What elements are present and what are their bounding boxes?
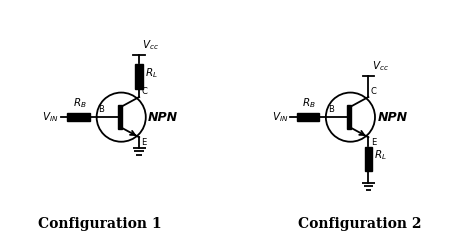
Text: $R_L$: $R_L$ bbox=[145, 66, 158, 80]
Text: E: E bbox=[142, 138, 147, 147]
Bar bbox=[118, 105, 122, 129]
Text: Configuration 2: Configuration 2 bbox=[298, 217, 422, 231]
Text: Configuration 1: Configuration 1 bbox=[38, 217, 162, 231]
Text: E: E bbox=[371, 138, 376, 147]
Text: $V_{cc}$: $V_{cc}$ bbox=[143, 38, 159, 52]
Text: NPN: NPN bbox=[377, 111, 408, 124]
Bar bbox=[136, 64, 143, 89]
Text: $V_{IN}$: $V_{IN}$ bbox=[272, 110, 288, 124]
Text: $V_{cc}$: $V_{cc}$ bbox=[372, 59, 389, 73]
Text: B: B bbox=[328, 105, 334, 114]
Bar bbox=[347, 105, 351, 129]
Text: $R_L$: $R_L$ bbox=[374, 148, 387, 162]
Text: $V_{IN}$: $V_{IN}$ bbox=[42, 110, 59, 124]
Bar bbox=[297, 113, 319, 121]
Text: $R_B$: $R_B$ bbox=[302, 96, 316, 109]
Text: C: C bbox=[142, 87, 147, 96]
Text: B: B bbox=[99, 105, 104, 114]
Bar bbox=[365, 147, 372, 171]
Text: $R_B$: $R_B$ bbox=[73, 96, 86, 109]
Text: NPN: NPN bbox=[148, 111, 178, 124]
Bar bbox=[67, 113, 90, 121]
Text: C: C bbox=[371, 87, 377, 96]
